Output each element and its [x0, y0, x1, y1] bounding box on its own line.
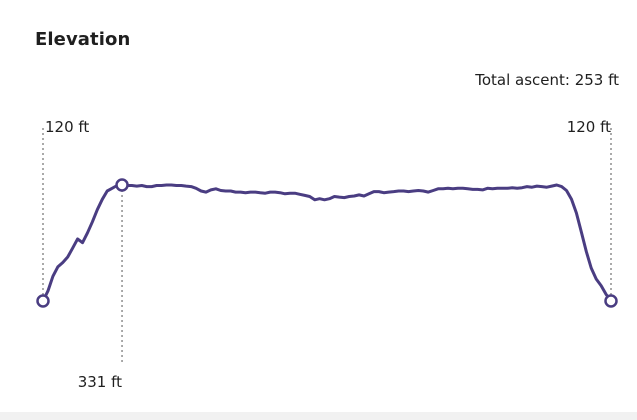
peak-marker: [115, 178, 129, 192]
bottom-divider: [0, 412, 637, 420]
elevation-title: Elevation: [35, 29, 131, 50]
start-marker: [36, 294, 50, 308]
elevation-series-line: [41, 183, 613, 303]
end-elevation-label: 120 ft: [567, 118, 611, 136]
end-marker: [604, 294, 618, 308]
total-ascent-label: Total ascent: 253 ft: [475, 71, 619, 89]
start-elevation-label: 120 ft: [45, 118, 89, 136]
max-elevation-label: 331 ft: [78, 373, 122, 391]
